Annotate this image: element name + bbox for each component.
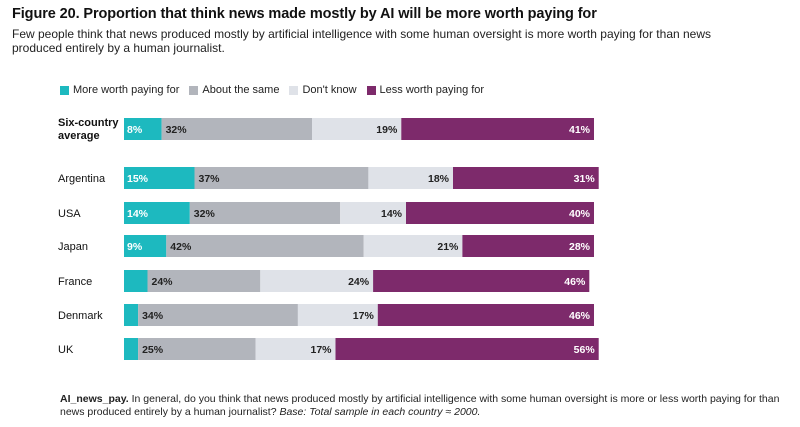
chart-title: Figure 20. Proportion that think news ma…	[12, 6, 597, 22]
data-label-argentina-don-t-know: 18%	[428, 173, 450, 185]
category-label-six-country-average: Six-country average	[58, 117, 119, 142]
footnote-base: Base: Total sample in each country ≈ 200…	[279, 406, 481, 418]
bar-japan-more-worth-paying-for	[124, 235, 167, 257]
data-label-denmark-don-t-know: 17%	[353, 310, 375, 322]
data-label-japan-less-worth-paying-for: 28%	[569, 241, 591, 253]
footnote: AI_news_pay. In general, do you think th…	[60, 393, 790, 419]
bar-japan-about-the-same	[166, 235, 364, 257]
footnote-code: AI_news_pay.	[60, 393, 129, 405]
legend: More worth paying for About the same Don…	[60, 84, 484, 96]
legend-item-dont-know: Don't know	[289, 84, 357, 96]
data-label-france-less-worth-paying-for: 46%	[564, 276, 586, 288]
legend-swatch-less	[366, 85, 376, 95]
bar-uk-don-t-know	[255, 338, 336, 360]
bar-argentina-don-t-know	[368, 167, 453, 189]
legend-item-same: About the same	[189, 84, 279, 96]
data-label-argentina-about-the-same: 37%	[199, 173, 221, 185]
bar-argentina-about-the-same	[194, 167, 369, 189]
legend-swatch-dont-know	[289, 85, 299, 95]
bar-denmark-more-worth-paying-for	[124, 304, 139, 326]
data-label-usa-less-worth-paying-for: 40%	[569, 208, 591, 220]
legend-label-dont-know: Don't know	[302, 84, 357, 96]
bar-argentina-less-worth-paying-for	[453, 167, 599, 189]
data-label-france-about-the-same: 24%	[152, 276, 174, 288]
data-label-usa-more-worth-paying-for: 14%	[127, 208, 149, 220]
bar-japan-less-worth-paying-for	[462, 235, 594, 257]
bar-usa-more-worth-paying-for	[124, 202, 190, 224]
bar-six-country-average-less-worth-paying-for	[401, 118, 594, 140]
data-label-japan-about-the-same: 42%	[170, 241, 192, 253]
bar-argentina-more-worth-paying-for	[124, 167, 195, 189]
data-label-france-don-t-know: 24%	[348, 276, 370, 288]
bar-france-less-worth-paying-for	[373, 270, 590, 292]
footnote-question: In general, do you think that news produ…	[60, 393, 780, 418]
data-label-uk-don-t-know: 17%	[310, 344, 332, 356]
bar-uk-more-worth-paying-for	[124, 338, 139, 360]
legend-label-less: Less worth paying for	[379, 84, 485, 96]
bar-uk-about-the-same	[138, 338, 256, 360]
bar-usa-don-t-know	[340, 202, 406, 224]
chart-subtitle: Few people think that news produced most…	[12, 27, 712, 55]
data-label-six-country-average-less-worth-paying-for: 41%	[569, 124, 591, 136]
data-label-usa-about-the-same: 32%	[194, 208, 216, 220]
bar-denmark-don-t-know	[297, 304, 378, 326]
data-label-six-country-average-don-t-know: 19%	[376, 124, 398, 136]
data-label-japan-more-worth-paying-for: 9%	[127, 241, 143, 253]
legend-item-less: Less worth paying for	[366, 84, 485, 96]
category-label-france: France	[58, 276, 92, 288]
legend-label-same: About the same	[202, 84, 280, 96]
bar-six-country-average-more-worth-paying-for	[124, 118, 162, 140]
data-label-argentina-more-worth-paying-for: 15%	[127, 173, 149, 185]
category-label-usa: USA	[58, 208, 81, 220]
bar-france-don-t-know	[260, 270, 374, 292]
bar-six-country-average-about-the-same	[161, 118, 312, 140]
legend-swatch-more	[60, 85, 69, 95]
category-label-denmark: Denmark	[58, 310, 103, 322]
bar-six-country-average-don-t-know	[312, 118, 402, 140]
data-label-japan-don-t-know: 21%	[437, 241, 459, 253]
data-label-argentina-less-worth-paying-for: 31%	[574, 173, 596, 185]
bar-denmark-less-worth-paying-for	[377, 304, 594, 326]
bar-france-about-the-same	[147, 270, 261, 292]
data-label-six-country-average-about-the-same: 32%	[166, 124, 188, 136]
data-label-uk-about-the-same: 25%	[142, 344, 164, 356]
bar-denmark-about-the-same	[138, 304, 298, 326]
legend-swatch-same	[189, 85, 199, 95]
legend-item-more: More worth paying for	[60, 84, 179, 96]
legend-label-more: More worth paying for	[73, 84, 180, 96]
data-label-usa-don-t-know: 14%	[381, 208, 403, 220]
data-label-denmark-less-worth-paying-for: 46%	[569, 310, 591, 322]
category-label-uk: UK	[58, 344, 74, 356]
bar-usa-less-worth-paying-for	[406, 202, 594, 224]
data-label-uk-less-worth-paying-for: 56%	[574, 344, 596, 356]
category-label-argentina: Argentina	[58, 173, 106, 185]
bar-usa-about-the-same	[189, 202, 341, 224]
bar-uk-less-worth-paying-for	[335, 338, 599, 360]
bar-japan-don-t-know	[363, 235, 463, 257]
bar-france-more-worth-paying-for	[124, 270, 148, 292]
category-label-japan: Japan	[58, 241, 88, 253]
data-label-denmark-about-the-same: 34%	[142, 310, 164, 322]
data-label-six-country-average-more-worth-paying-for: 8%	[127, 124, 143, 136]
